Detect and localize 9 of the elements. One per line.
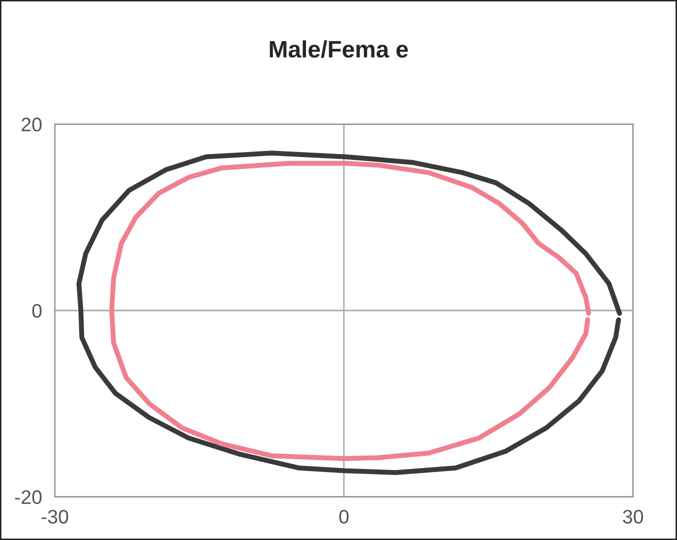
y-tick-label: -20 [15, 490, 42, 504]
y-tick-label: 0 [32, 304, 42, 318]
x-tick-label: 0 [339, 510, 349, 524]
chart-title: Male/Fema e [270, 40, 408, 58]
line-series [109, 160, 592, 462]
x-tick-label: 30 [622, 510, 644, 524]
x-tick-label: -30 [42, 510, 68, 524]
line-series [76, 150, 622, 476]
y-tick-label: 20 [22, 118, 42, 132]
